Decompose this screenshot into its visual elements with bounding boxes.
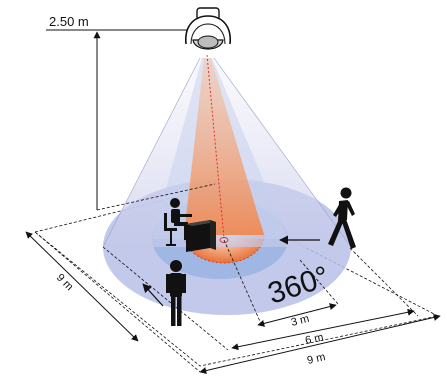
beam-edge-left (102, 57, 201, 248)
ceiling-motion-sensor-icon (185, 7, 231, 50)
dimension-extension-5 (34, 231, 201, 373)
detection-center-point (219, 237, 229, 243)
detection-axis-line (206, 54, 225, 239)
width-dimension-label: 9 m (306, 351, 327, 367)
width-dimension-line (199, 314, 441, 374)
mounting-height-label: 2.50 m (49, 14, 89, 29)
beam-edge-right (213, 57, 352, 248)
approach-arrow-front (142, 283, 164, 307)
radius-6m-label: 6 m (304, 331, 324, 347)
depth-dimension-line (25, 231, 139, 342)
standing-person-front-icon (166, 260, 186, 326)
dimension-extension-2 (223, 239, 263, 327)
dimension-extension-3 (349, 247, 419, 317)
desk-icon (186, 220, 216, 252)
inner-detection-beam (184, 58, 264, 235)
depth-dimension-label: 9 m (54, 272, 75, 293)
radius-3m-label: 3 m (290, 313, 311, 329)
dimension-extension-4 (102, 246, 229, 351)
walking-person-right-icon (328, 187, 356, 249)
height-floor-reference-line (96, 183, 216, 211)
